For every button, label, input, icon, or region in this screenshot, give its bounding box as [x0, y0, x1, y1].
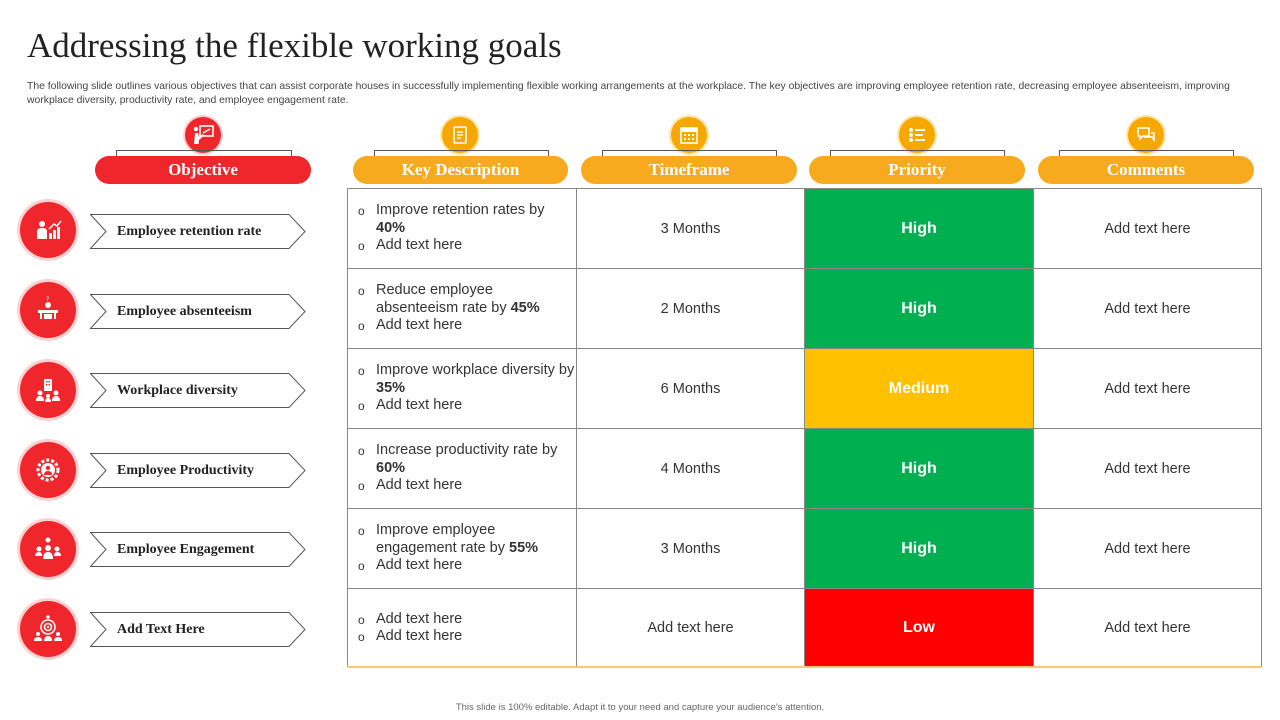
- diverse-team-icon: [20, 362, 76, 418]
- footer-note: This slide is 100% editable. Adapt it to…: [455, 702, 825, 713]
- gear-person-icon: [20, 442, 76, 498]
- description-cell: Improve workplace diversity by 35%Add te…: [347, 348, 576, 428]
- timeframe-cell: 6 Months: [576, 348, 804, 428]
- description-cell: Increase productivity rate by 60%Add tex…: [347, 428, 576, 508]
- priority-cell: Medium: [804, 348, 1033, 428]
- objective-label-3: Workplace diversity: [90, 373, 306, 408]
- timeframe-cell: 3 Months: [576, 188, 804, 268]
- priority-cell: High: [804, 268, 1033, 348]
- table-row: Improve retention rates by 40%Add text h…: [347, 188, 1262, 268]
- growth-chart-icon: [20, 202, 76, 258]
- calendar-icon: [671, 117, 707, 153]
- timeframe-cell: 2 Months: [576, 268, 804, 348]
- timeframe-cell: Add text here: [576, 588, 804, 668]
- header-timeframe: Timeframe: [581, 156, 797, 184]
- comments-cell: Add text here: [1033, 268, 1262, 348]
- priority-cell: High: [804, 188, 1033, 268]
- svg-text:?: ?: [46, 296, 49, 303]
- comments-cell: Add text here: [1033, 588, 1262, 668]
- goals-table: Improve retention rates by 40%Add text h…: [347, 188, 1262, 668]
- page-subtitle: The following slide outlines various obj…: [27, 81, 1230, 106]
- empty-desk-icon: ?: [20, 282, 76, 338]
- target-team-icon: [20, 601, 76, 657]
- table-row: Improve workplace diversity by 35%Add te…: [347, 348, 1262, 428]
- comments-icon: [1128, 117, 1164, 153]
- comments-cell: Add text here: [1033, 188, 1262, 268]
- objective-label-1: Employee retention rate: [90, 214, 306, 249]
- comments-cell: Add text here: [1033, 428, 1262, 508]
- timeframe-cell: 3 Months: [576, 508, 804, 588]
- document-icon: [442, 117, 478, 153]
- objective-label-5: Employee Engagement: [90, 532, 306, 567]
- table-bottom-accent: [347, 666, 1262, 668]
- priority-list-icon: [899, 117, 935, 153]
- description-cell: Reduce employee absenteeism rate by 45%A…: [347, 268, 576, 348]
- header-objective: Objective: [95, 156, 311, 184]
- table-row: Increase productivity rate by 60%Add tex…: [347, 428, 1262, 508]
- header-priority: Priority: [809, 156, 1025, 184]
- header-key-description: Key Description: [353, 156, 568, 184]
- objective-label-2: Employee absenteeism: [90, 294, 306, 329]
- priority-cell: High: [804, 508, 1033, 588]
- timeframe-cell: 4 Months: [576, 428, 804, 508]
- objective-label-4: Employee Productivity: [90, 453, 306, 488]
- network-people-icon: [20, 521, 76, 577]
- page-title: Addressing the flexible working goals: [27, 26, 562, 65]
- description-cell: Improve retention rates by 40%Add text h…: [347, 188, 576, 268]
- priority-cell: Low: [804, 588, 1033, 668]
- objective-label-6: Add Text Here: [90, 612, 306, 647]
- description-cell: Improve employee engagement rate by 55%A…: [347, 508, 576, 588]
- presenter-icon: [185, 117, 221, 153]
- header-comments: Comments: [1038, 156, 1254, 184]
- priority-cell: High: [804, 428, 1033, 508]
- comments-cell: Add text here: [1033, 348, 1262, 428]
- table-row: Reduce employee absenteeism rate by 45%A…: [347, 268, 1262, 348]
- table-row: Improve employee engagement rate by 55%A…: [347, 508, 1262, 588]
- comments-cell: Add text here: [1033, 508, 1262, 588]
